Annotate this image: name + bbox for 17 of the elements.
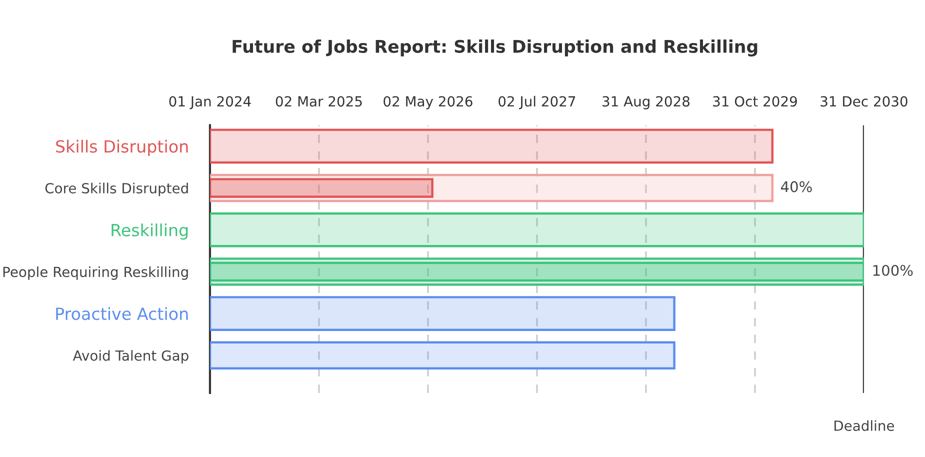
y-tick-label: Avoid Talent Gap: [72, 350, 188, 364]
text: 01 Jan 2024: [169, 96, 251, 110]
chart-title: Future of Jobs Report: Skills Disruption and Reskilling: [232, 40, 758, 56]
text: 31 Oct 2029: [713, 96, 797, 107]
y-tick-label: Proactive Action: [56, 307, 188, 320]
text: 02 Jul 2027: [498, 96, 576, 110]
annotation: 40%: [780, 181, 812, 192]
text: 31 Dec 2030: [820, 96, 908, 107]
y-tick-label: Core Skills Disrupted: [45, 182, 188, 196]
y-tick-label: Reskilling: [112, 223, 188, 240]
text: 02 May 2026: [384, 96, 472, 110]
y-tick-label: Skills Disruption: [56, 140, 188, 156]
annotation: 100%: [873, 264, 913, 276]
text: 31 Aug 2028: [602, 96, 690, 110]
text: 02 Mar 2025: [276, 96, 362, 107]
y-tick-label: People Requiring Reskilling: [3, 266, 188, 280]
ref-line-label: Deadline: [834, 420, 894, 431]
